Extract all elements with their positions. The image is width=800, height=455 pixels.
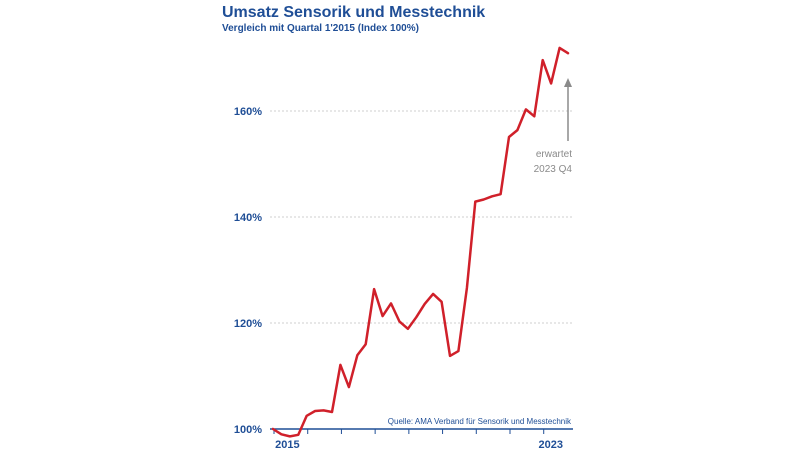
x-axis: 2015 2023 (270, 428, 573, 451)
annotation-text: erwartet (536, 149, 572, 160)
y-tick-label: 120% (234, 318, 262, 330)
chart-title: Umsatz Sensorik und Messtechnik (222, 4, 486, 21)
x-tick-label: 2023 (538, 439, 562, 451)
chart-subtitle: Vergleich mit Quartal 1'2015 (Index 100%… (222, 23, 419, 34)
x-tick-label: 2015 (275, 439, 299, 451)
y-tick-label: 140% (234, 212, 262, 224)
series-group (271, 46, 570, 438)
y-tick-label: 160% (234, 106, 262, 118)
annotation-arrowhead (564, 78, 572, 87)
annotation-text: 2023 Q4 (534, 164, 573, 175)
series-line (271, 46, 570, 438)
forecast-annotation: erwartet 2023 Q4 (534, 78, 573, 175)
y-axis-tick-labels: 100% 120% 140% 160% (234, 106, 262, 436)
y-tick-label: 100% (234, 424, 262, 436)
source-note: Quelle: AMA Verband für Sensorik und Mes… (388, 417, 572, 426)
gridlines (270, 110, 573, 324)
